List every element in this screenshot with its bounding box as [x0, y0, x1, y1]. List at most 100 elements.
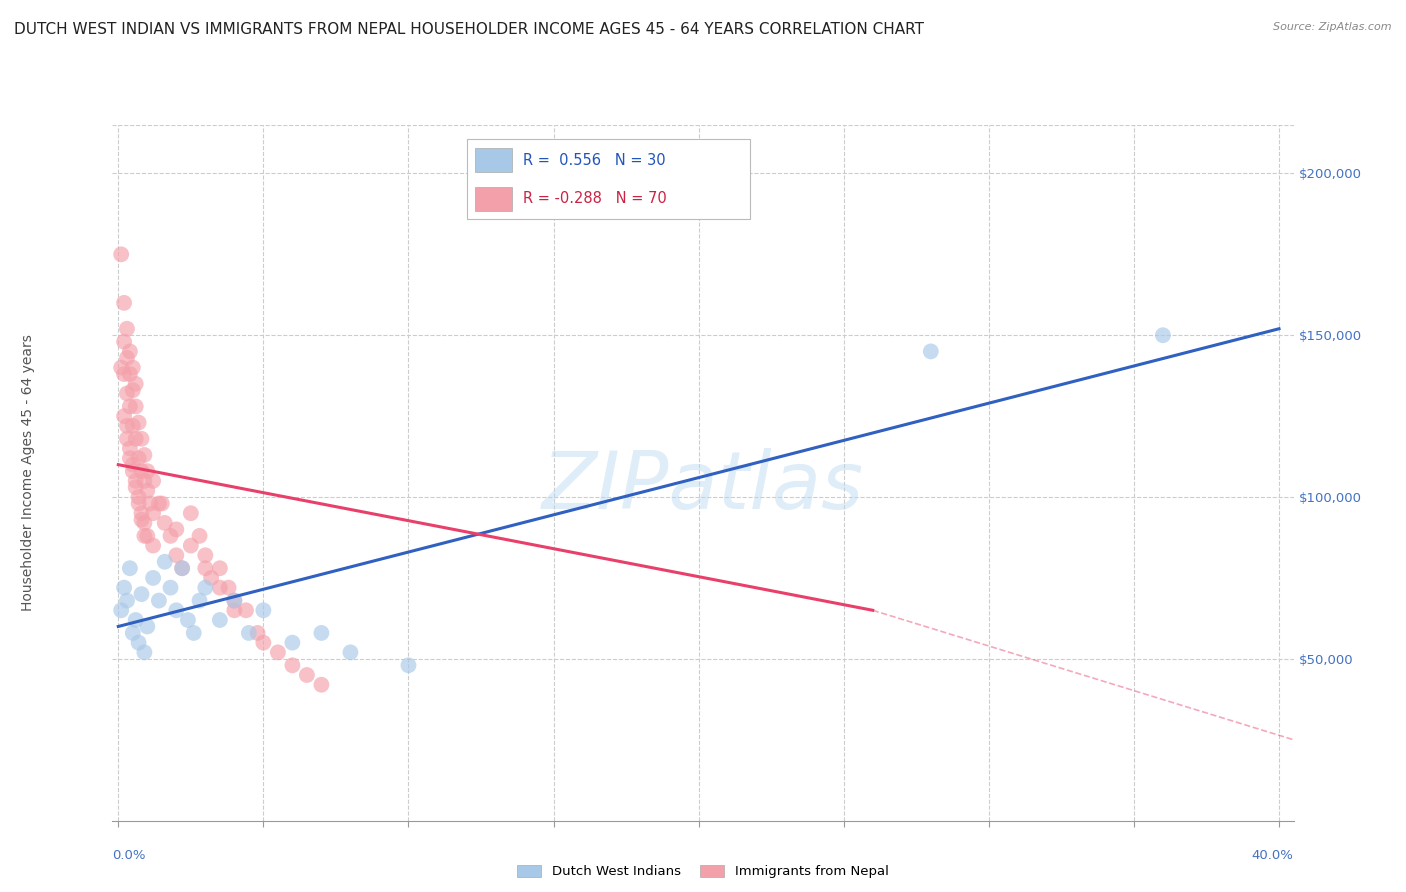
Point	[295, 668, 318, 682]
Text: DUTCH WEST INDIAN VS IMMIGRANTS FROM NEPAL HOUSEHOLDER INCOME AGES 45 - 64 YEARS: DUTCH WEST INDIAN VS IMMIGRANTS FROM NEP…	[14, 22, 924, 37]
Point	[180, 506, 202, 520]
Point	[136, 619, 159, 633]
Point	[136, 529, 159, 543]
Point	[194, 581, 217, 595]
Point	[118, 367, 141, 381]
Point	[194, 549, 217, 563]
Point	[131, 464, 153, 478]
Point	[115, 322, 138, 336]
Point	[208, 561, 231, 575]
Point	[311, 626, 333, 640]
Point	[224, 603, 246, 617]
Point	[118, 561, 141, 575]
Point	[112, 581, 135, 595]
Point	[153, 516, 176, 530]
Point	[125, 376, 148, 391]
Text: 0.0%: 0.0%	[112, 849, 146, 862]
Point	[208, 581, 231, 595]
Point	[139, 496, 162, 510]
Point	[131, 432, 153, 446]
Point	[398, 658, 420, 673]
Point	[134, 529, 156, 543]
Point	[311, 678, 333, 692]
Point	[115, 386, 138, 401]
Point	[121, 626, 143, 640]
Point	[131, 587, 153, 601]
Point	[125, 480, 148, 494]
Point	[165, 603, 187, 617]
Point	[235, 603, 257, 617]
Point	[194, 561, 217, 575]
Point	[920, 344, 942, 359]
Point	[131, 506, 153, 520]
Point	[148, 593, 170, 607]
Point	[115, 351, 138, 365]
Point	[128, 416, 150, 430]
Point	[238, 626, 260, 640]
Point	[159, 581, 181, 595]
Point	[208, 613, 231, 627]
Point	[224, 593, 246, 607]
Point	[121, 458, 143, 472]
Point	[136, 483, 159, 498]
Point	[142, 506, 165, 520]
Point	[118, 451, 141, 466]
Point	[112, 367, 135, 381]
Legend: Dutch West Indians, Immigrants from Nepal: Dutch West Indians, Immigrants from Nepa…	[512, 860, 894, 884]
Point	[131, 513, 153, 527]
Point	[159, 529, 181, 543]
Text: Source: ZipAtlas.com: Source: ZipAtlas.com	[1274, 22, 1392, 32]
Point	[128, 496, 150, 510]
Point	[121, 418, 143, 433]
Point	[136, 464, 159, 478]
Point	[134, 516, 156, 530]
Point	[1152, 328, 1174, 343]
Point	[180, 539, 202, 553]
Point	[115, 593, 138, 607]
Text: Householder Income Ages 45 - 64 years: Householder Income Ages 45 - 64 years	[21, 334, 35, 611]
Point	[118, 442, 141, 456]
Point	[150, 496, 173, 510]
Point	[134, 448, 156, 462]
Point	[112, 409, 135, 424]
Point	[118, 400, 141, 414]
Point	[224, 593, 246, 607]
Point	[148, 496, 170, 510]
Point	[177, 613, 200, 627]
Point	[281, 658, 304, 673]
Point	[281, 635, 304, 649]
Point	[142, 474, 165, 488]
Point	[110, 603, 132, 617]
Point	[165, 522, 187, 536]
Point	[172, 561, 194, 575]
Point	[125, 432, 148, 446]
Point	[115, 418, 138, 433]
Point	[153, 555, 176, 569]
Point	[218, 581, 240, 595]
Text: 40.0%: 40.0%	[1251, 849, 1294, 862]
Point	[142, 571, 165, 585]
Point	[110, 360, 132, 375]
Point	[188, 529, 211, 543]
Point	[252, 635, 274, 649]
Text: ZIPatlas: ZIPatlas	[541, 448, 865, 525]
Point	[112, 296, 135, 310]
Point	[142, 539, 165, 553]
Point	[134, 474, 156, 488]
Point	[112, 334, 135, 349]
Point	[172, 561, 194, 575]
Point	[125, 613, 148, 627]
Point	[200, 571, 222, 585]
Point	[188, 593, 211, 607]
Point	[267, 645, 290, 659]
Point	[246, 626, 269, 640]
Point	[128, 635, 150, 649]
Point	[115, 432, 138, 446]
Point	[128, 490, 150, 504]
Point	[339, 645, 361, 659]
Point	[165, 549, 187, 563]
Point	[121, 383, 143, 397]
Point	[183, 626, 205, 640]
Point	[134, 645, 156, 659]
Point	[252, 603, 274, 617]
